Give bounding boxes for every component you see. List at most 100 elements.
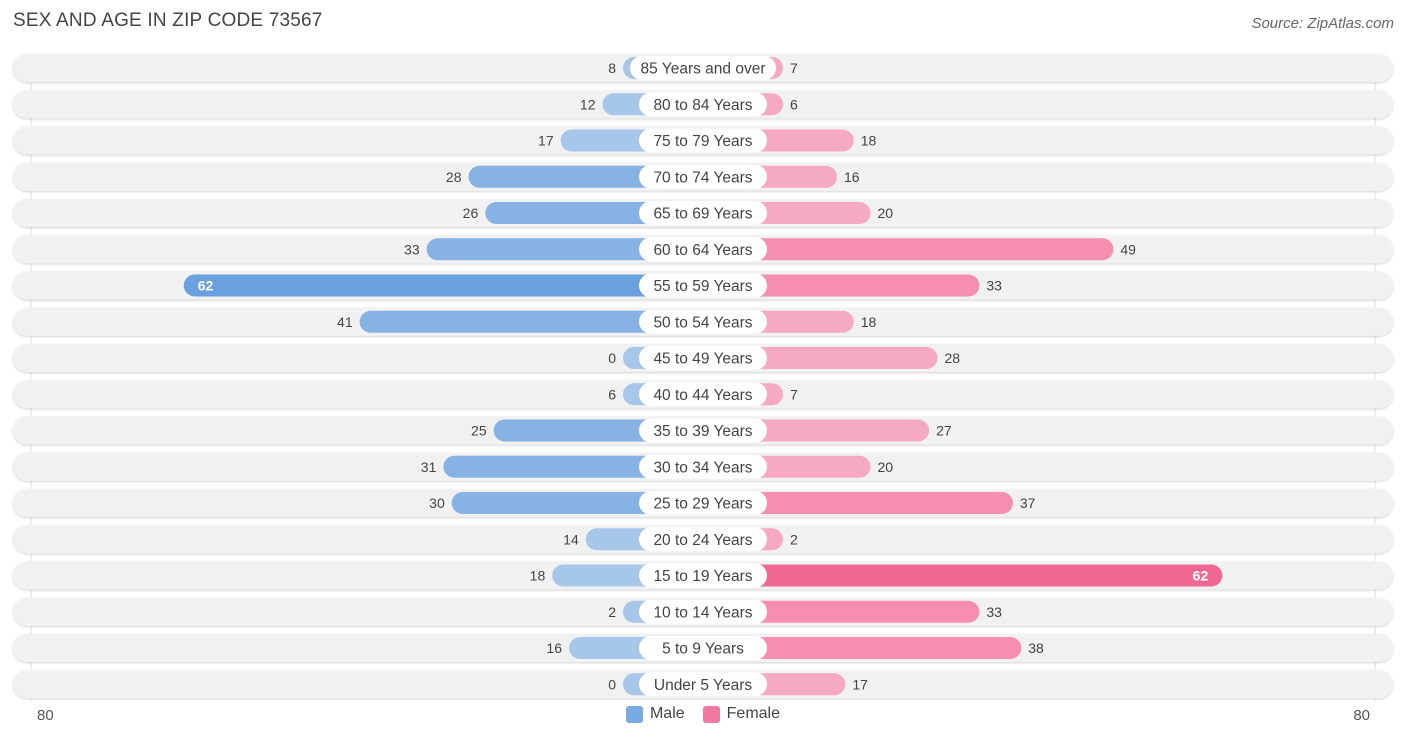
- female-value-label: 6: [790, 96, 798, 112]
- category-label-pill: [639, 599, 767, 624]
- population-pyramid-chart: 8 7 85 Years and over 12 6 80 to 84 Years 17 18…: [13, 54, 1393, 700]
- category-label: 50 to 54 Years: [653, 314, 752, 331]
- male-value-label: 17: [538, 133, 554, 149]
- female-value-label: 18: [861, 314, 877, 330]
- male-value-label: 2: [608, 604, 616, 620]
- category-label-pill: [639, 128, 767, 153]
- female-bar: [703, 238, 1114, 261]
- category-label: 55 to 59 Years: [653, 278, 752, 295]
- male-value-label: 26: [463, 205, 479, 221]
- category-label-pill: [639, 563, 767, 588]
- female-value-label: 17: [852, 676, 868, 692]
- source-label: Source: ZipAtlas.com: [1251, 15, 1394, 32]
- female-value-label: 49: [1120, 241, 1136, 257]
- category-label-pill: [639, 491, 767, 515]
- bar-row: 8 7 85 Years and over: [13, 54, 1393, 82]
- category-label: 25 to 29 Years: [653, 496, 752, 513]
- category-label: 20 to 24 Years: [653, 532, 752, 549]
- legend-label-female: Female: [726, 705, 781, 722]
- category-label: 85 Years and over: [641, 61, 766, 78]
- category-label-pill: [639, 527, 767, 552]
- female-value-label: 33: [986, 604, 1002, 620]
- female-value-label: 18: [861, 133, 877, 149]
- male-bar: [183, 274, 703, 297]
- female-value-label: 33: [986, 278, 1002, 294]
- bar-row: 33 49 60 to 64 Years: [13, 235, 1393, 264]
- category-label-pill: [639, 164, 767, 189]
- category-label-pill: [639, 92, 767, 117]
- bar-row: 0 17 Under 5 Years: [13, 670, 1393, 699]
- bar-row: 6 7 40 to 44 Years: [13, 380, 1393, 409]
- bar-row: 41 18 50 to 54 Years: [13, 307, 1393, 336]
- male-value-label: 6: [608, 386, 616, 402]
- female-bar: [703, 564, 1223, 587]
- female-value-label: 62: [1193, 568, 1209, 584]
- female-bar: [703, 637, 1022, 659]
- male-value-label: 18: [530, 568, 546, 584]
- bar-row: 62 33 55 to 59 Years: [13, 271, 1393, 300]
- category-label-pill: [639, 382, 767, 407]
- male-value-label: 16: [546, 640, 562, 656]
- male-value-label: 28: [446, 169, 462, 185]
- female-bar: [703, 600, 980, 623]
- category-label-pill: [630, 56, 776, 80]
- female-value-label: 7: [790, 386, 798, 402]
- category-label: 70 to 74 Years: [653, 169, 752, 186]
- category-label: 30 to 34 Years: [653, 459, 752, 476]
- category-label-pill: [639, 237, 767, 262]
- category-label: 15 to 19 Years: [653, 568, 752, 585]
- male-value-label: 30: [429, 495, 445, 511]
- male-bar: [451, 492, 703, 514]
- male-value-label: 62: [198, 278, 214, 294]
- chart-title: SEX AND AGE IN ZIP CODE 73567: [13, 10, 323, 31]
- male-bar: [443, 455, 703, 478]
- female-value-label: 27: [936, 423, 952, 439]
- category-label-pill: [639, 309, 767, 334]
- male-value-label: 33: [404, 241, 420, 257]
- category-label-pill: [639, 273, 767, 298]
- bar-row: 17 18 75 to 79 Years: [13, 126, 1393, 155]
- category-label-pill: [639, 636, 767, 660]
- female-value-label: 20: [878, 205, 894, 221]
- category-label: 40 to 44 Years: [653, 387, 752, 404]
- male-value-label: 8: [608, 60, 616, 76]
- male-value-label: 0: [608, 350, 616, 366]
- legend-swatch-female: [702, 705, 720, 723]
- bar-row: 0 28 45 to 49 Years: [13, 344, 1393, 372]
- male-value-label: 12: [580, 96, 596, 112]
- category-label-pill: [639, 672, 767, 697]
- bar-row: 18 62 15 to 19 Years: [13, 561, 1393, 590]
- legend: Male Female: [0, 705, 1406, 723]
- category-label: 75 to 79 Years: [653, 133, 752, 150]
- legend-label-male: Male: [649, 705, 685, 722]
- category-label: 80 to 84 Years: [653, 97, 752, 114]
- category-label-pill: [639, 454, 767, 479]
- legend-swatch-male: [625, 705, 643, 723]
- female-value-label: 28: [945, 350, 961, 366]
- bar-row: 14 2 20 to 24 Years: [13, 525, 1393, 554]
- bar-row: 31 20 30 to 34 Years: [13, 452, 1393, 481]
- male-value-label: 25: [471, 423, 487, 439]
- legend-item-male[interactable]: Male: [625, 705, 685, 723]
- category-label: 10 to 14 Years: [653, 604, 752, 621]
- axis-label-left: 80: [37, 707, 54, 724]
- bar-row: 26 20 65 to 69 Years: [13, 199, 1393, 227]
- category-label-pill: [639, 418, 767, 443]
- category-label-pill: [639, 201, 767, 225]
- bar-row: 2 33 10 to 14 Years: [13, 597, 1393, 626]
- category-label: 35 to 39 Years: [653, 423, 752, 440]
- axis-label-right: 80: [1353, 707, 1370, 724]
- female-value-label: 16: [844, 169, 860, 185]
- bar-row: 16 38 5 to 9 Years: [13, 634, 1393, 662]
- bar-row: 25 27 35 to 39 Years: [13, 416, 1393, 445]
- female-bar: [703, 492, 1013, 514]
- male-value-label: 41: [337, 314, 353, 330]
- male-value-label: 14: [563, 531, 579, 547]
- female-value-label: 20: [878, 459, 894, 475]
- category-label: 65 to 69 Years: [653, 206, 752, 223]
- category-label: Under 5 Years: [654, 677, 752, 694]
- legend-item-female[interactable]: Female: [702, 705, 781, 723]
- bar-row: 28 16 70 to 74 Years: [13, 162, 1393, 191]
- category-label: 60 to 64 Years: [653, 242, 752, 259]
- female-value-label: 7: [790, 60, 798, 76]
